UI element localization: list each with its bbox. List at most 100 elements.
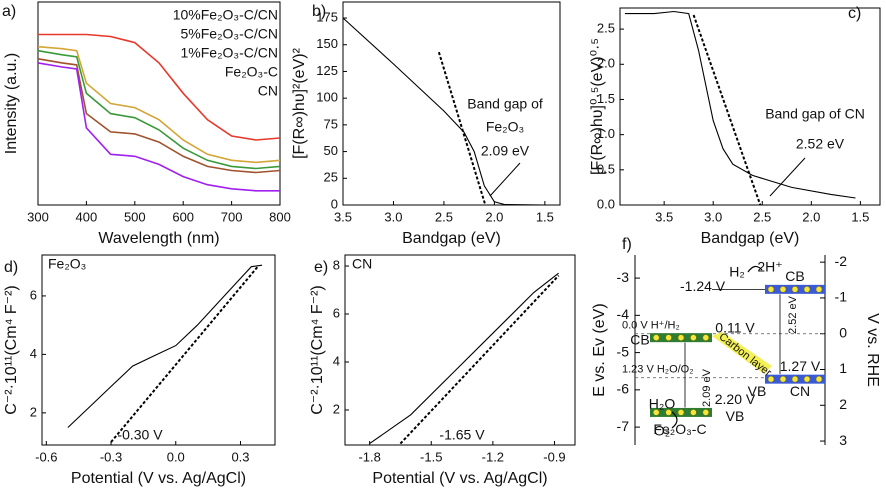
tangent-line	[399, 274, 560, 445]
y-tick-label: -4	[617, 306, 630, 322]
data-line	[37, 45, 281, 164]
y2-tick-label: -1	[835, 289, 848, 305]
x-tick-label: 0.0	[167, 449, 185, 464]
electron	[779, 375, 787, 383]
plot-frame	[619, 7, 881, 206]
y-tick-label: 4	[30, 346, 37, 361]
data-line	[37, 58, 281, 174]
y-axis-label: [F(R∞)hυ]²(eV)²	[291, 47, 308, 158]
plot-frame	[37, 1, 281, 206]
y-tick-label: 1.0	[597, 126, 615, 141]
band-label: CB	[785, 268, 804, 284]
electron	[791, 375, 799, 383]
panel-label: e)	[314, 259, 328, 276]
annotation-arrow	[489, 162, 521, 197]
electron	[702, 334, 710, 341]
panel-label: f)	[622, 236, 632, 253]
y-tick-label: 150	[316, 36, 338, 51]
x-tick-label: 2.5	[753, 209, 771, 224]
y-tick-label: -7	[617, 418, 630, 434]
h2-arrow	[747, 265, 763, 273]
x-axis-label: Wavelength (nm)	[98, 230, 219, 247]
y-tick-label: 0.5	[597, 161, 615, 176]
electron	[690, 334, 697, 341]
y-axis-label: C⁻²·10¹¹(Cm⁴ F⁻²)	[3, 285, 20, 415]
y-tick-label: 2.0	[597, 56, 615, 71]
x-tick-label: -1.5	[420, 449, 442, 464]
annotation: 2.52 eV	[796, 136, 845, 152]
x-tick-label: 0.3	[231, 449, 249, 464]
y-axis-label: Intensity (a.u.)	[3, 53, 20, 154]
x-tick-label: 1.5	[536, 209, 554, 224]
band-name: Fe₂O₃-C	[653, 421, 706, 437]
electron	[665, 409, 672, 416]
electron	[791, 286, 799, 293]
annotation: -0.30 V	[117, 427, 163, 443]
carbon-layer	[712, 332, 772, 374]
gap-label: 2.52 eV	[787, 295, 799, 334]
annotation-arrow	[769, 157, 806, 197]
electron	[677, 334, 685, 341]
legend-entry: 5%Fe₂O₃-C/CN	[181, 26, 278, 42]
electron	[652, 409, 660, 416]
x-tick-label: 2.0	[485, 209, 503, 224]
y-tick-label: 0	[331, 196, 338, 211]
o2-arrow	[671, 411, 678, 429]
plot-frame	[342, 1, 561, 206]
electron	[665, 334, 672, 341]
y2-tick-label: 2	[839, 396, 847, 412]
y-tick-label: -3	[617, 269, 630, 285]
gap-label: 2.09 eV	[701, 368, 713, 407]
x-tick-label: 400	[76, 209, 98, 224]
x-axis-label: Potential (V vs. Ag/AgCl)	[71, 470, 246, 487]
band-label: VB	[726, 408, 745, 424]
y-axis-label: E vs. Ev (eV)	[591, 303, 608, 396]
x-tick-label: 300	[27, 209, 49, 224]
x-tick-label: 800	[269, 209, 291, 224]
annotation: Band gap of CN	[765, 106, 865, 122]
y-tick-label: 75	[324, 116, 338, 131]
y-tick-label: 25	[324, 170, 338, 185]
x-tick-label: 3.0	[704, 209, 722, 224]
x-tick-label: 1.5	[851, 209, 869, 224]
tangent-line	[692, 14, 762, 206]
y-tick-label: 2	[333, 401, 340, 416]
electron	[690, 409, 697, 416]
x-axis-label: Bandgap (eV)	[701, 230, 800, 247]
band-label: VB	[748, 383, 767, 399]
y-axis-label: C⁻²·10¹¹(Cm⁴ F⁻²)	[309, 285, 326, 415]
level-label: 0.0 V H⁺/H₂	[622, 320, 680, 332]
y-tick-label: 100	[316, 90, 338, 105]
y-tick-label: 125	[316, 63, 338, 78]
panel-label: b)	[312, 3, 326, 20]
tangent-line	[110, 266, 259, 443]
band-value-label: 2.20 V	[715, 391, 756, 407]
electron	[767, 286, 775, 293]
band-name: CN	[790, 383, 810, 399]
annotation: Fe₂O₃	[486, 119, 524, 135]
x-tick-label: 3.5	[655, 209, 673, 224]
electron	[767, 375, 775, 383]
x-tick-label: 500	[124, 209, 146, 224]
data-line	[37, 49, 281, 170]
band-value-label: -1.24 V	[680, 278, 726, 294]
x-tick-label: -1.8	[358, 449, 380, 464]
x-tick-label: 2.0	[802, 209, 820, 224]
y-tick-label: -6	[617, 381, 630, 397]
level-label: 1.23 V H₂O/O₂	[622, 364, 694, 376]
y-tick-label: 1.5	[597, 91, 615, 106]
y-tick-label: 4	[333, 353, 340, 368]
tangent-line	[437, 51, 487, 206]
y2-tick-label: -2	[835, 253, 848, 269]
electron	[803, 286, 811, 293]
plot-frame	[41, 254, 276, 446]
y-tick-label: -5	[617, 343, 630, 359]
y2-tick-label: 3	[839, 432, 847, 448]
plot-frame	[344, 254, 576, 446]
y-tick-label: 6	[30, 287, 37, 302]
y-tick-label: 8	[333, 257, 340, 272]
x-tick-label: -0.6	[35, 449, 57, 464]
legend-entry: CN	[258, 83, 278, 99]
